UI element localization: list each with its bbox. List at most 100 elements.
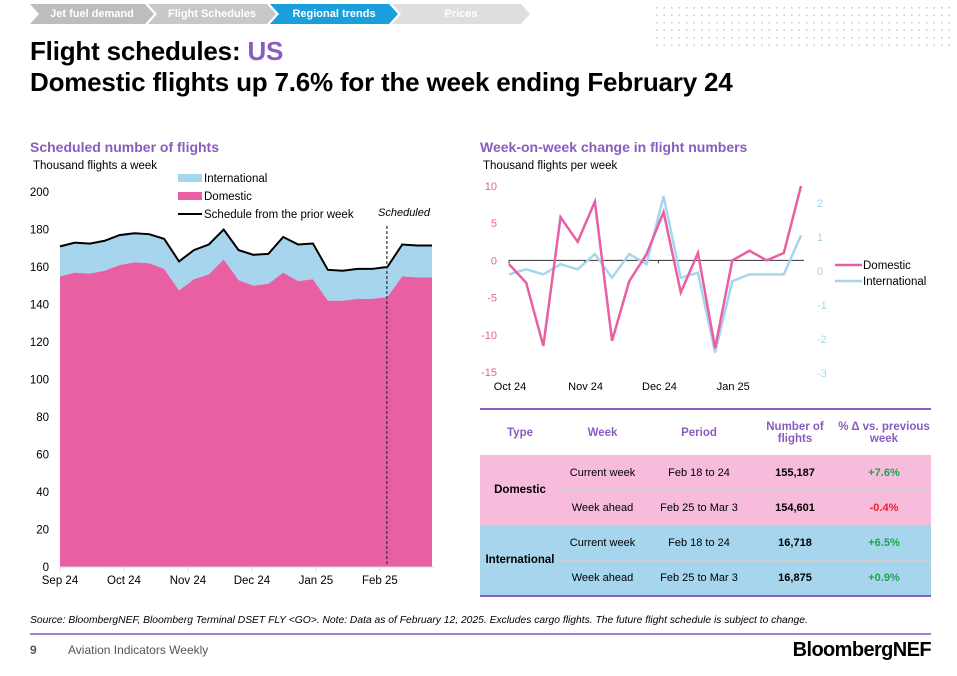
title-region: US <box>247 36 284 66</box>
scheduled-flights-chart: 0 20 40 60 80 100 120 140 160 180 200 Sep 24 Oct 24 N… <box>30 173 434 587</box>
x-tick-label: Nov 24 <box>568 381 603 393</box>
left-chart-title: Scheduled number of flights <box>30 139 220 155</box>
header-type: Type <box>507 426 533 439</box>
left-chart-unit: Thousand flights a week <box>33 160 158 172</box>
cell-change: +7.6% <box>868 466 900 479</box>
cell-flights: 154,601 <box>775 502 815 514</box>
right-y-tick-label: 1 <box>817 232 823 244</box>
y-tick-label: 60 <box>36 450 49 462</box>
table-header: Type Week Period Number of flights % Δ v… <box>480 410 931 455</box>
y-tick-label: 180 <box>30 225 49 237</box>
right-y-tick-label: 2 <box>817 198 823 210</box>
nav-tab-label: Prices <box>444 8 478 20</box>
right-y-tick-label: -3 <box>817 368 827 380</box>
decorative-dot-grid <box>653 4 953 48</box>
legend-label-international: International <box>204 173 267 185</box>
x-tick-label: Dec 24 <box>234 575 271 587</box>
nav-tab-regional-trends[interactable]: Regional trends <box>270 4 398 24</box>
header-week: Week <box>587 426 618 439</box>
cell-period: Feb 25 to Mar 3 <box>660 572 738 584</box>
title-prefix: Flight schedules: <box>30 36 248 66</box>
nav-tab-flight-schedules[interactable]: Flight Schedules <box>148 4 276 24</box>
page-number: 9 <box>30 643 37 657</box>
nav-tab-label: Flight Schedules <box>167 8 256 20</box>
y-tick-label: 160 <box>30 262 49 274</box>
group-type-label: Domestic <box>494 484 546 496</box>
right-chart-title: Week-on-week change in flight numbers <box>480 139 748 155</box>
y-tick-label: 200 <box>30 187 49 199</box>
right-y-tick-label: -1 <box>817 300 827 312</box>
x-tick-label: Sep 24 <box>42 575 79 587</box>
left-y-tick-label: 5 <box>491 218 497 230</box>
table-row: Week ahead Feb 25 to Mar 3 16,875 +0.9% <box>560 560 931 595</box>
table-row: Current week Feb 18 to 24 16,718 +6.5% <box>560 525 931 560</box>
y-tick-label: 120 <box>30 337 49 349</box>
page-title: Flight schedules: US Domestic flights up… <box>30 36 733 98</box>
page-subtitle: Domestic flights up 7.6% for the week en… <box>30 67 733 97</box>
right-y-tick-label: 0 <box>817 266 823 278</box>
cell-period: Feb 18 to 24 <box>668 536 730 549</box>
header-number-of-flights: Number of flights <box>766 420 824 445</box>
x-tick-label: Oct 24 <box>107 575 141 587</box>
y-tick-label: 40 <box>36 487 49 499</box>
x-tick-label: Dec 24 <box>642 381 677 393</box>
x-tick-label: Oct 24 <box>494 381 526 393</box>
cell-change: +0.9% <box>868 572 900 584</box>
table-row: Current week Feb 18 to 24 155,187 +7.6% <box>560 455 931 490</box>
legend-label-international: International <box>863 276 926 288</box>
domestic-line <box>508 185 803 349</box>
cell-change: -0.4% <box>869 502 899 514</box>
bloombergnef-logo: BloombergNEF <box>792 639 932 661</box>
domestic-area <box>60 259 432 567</box>
cell-period: Feb 25 to Mar 3 <box>660 502 738 514</box>
x-tick-label: Feb 25 <box>362 575 398 587</box>
cell-week: Current week <box>569 466 636 479</box>
x-tick-label: Jan 25 <box>717 381 750 393</box>
flights-summary-table: Type Week Period Number of flights % Δ v… <box>480 408 931 597</box>
y-tick-label: 80 <box>36 412 49 424</box>
international-area <box>60 229 432 301</box>
cell-flights: 155,187 <box>775 466 815 479</box>
nav-tab-jet-fuel-demand[interactable]: Jet fuel demand <box>30 4 154 24</box>
legend-swatch-domestic <box>178 192 202 200</box>
left-y-tick-label: 0 <box>491 255 497 267</box>
left-y-tick-label: -5 <box>487 293 497 305</box>
legend-label-domestic: Domestic <box>204 191 252 203</box>
nav-tab-prices[interactable]: Prices <box>392 4 530 24</box>
legend-label-domestic: Domestic <box>863 260 911 272</box>
header-percent-change: % Δ vs. previous week <box>838 420 930 445</box>
x-tick-label: Jan 25 <box>299 575 334 587</box>
header-period: Period <box>681 426 717 439</box>
cell-week: Week ahead <box>571 572 634 584</box>
cell-week: Current week <box>569 536 636 549</box>
nav-tab-label: Regional trends <box>292 8 376 20</box>
left-y-tick-label: -15 <box>481 367 497 379</box>
x-tick-label: Nov 24 <box>170 575 207 587</box>
table-group-international: International Current week Feb 18 to 24 … <box>480 525 931 595</box>
y-tick-label: 100 <box>30 375 49 387</box>
cell-period: Feb 18 to 24 <box>668 466 730 479</box>
legend-label-prior: Schedule from the prior week <box>204 209 354 221</box>
nav-tab-label: Jet fuel demand <box>50 8 134 20</box>
cell-flights: 16,718 <box>778 536 812 549</box>
publication-name: Aviation Indicators Weekly <box>68 643 209 657</box>
table-group-domestic: Domestic Current week Feb 18 to 24 155,1… <box>480 455 931 525</box>
group-type-label: International <box>485 554 555 566</box>
section-nav: Jet fuel demand Flight Schedules Regiona… <box>30 4 524 24</box>
legend-swatch-international <box>178 174 202 182</box>
prior-week-schedule-line <box>59 227 432 272</box>
table-row: Week ahead Feb 25 to Mar 3 154,601 -0.4% <box>560 490 931 525</box>
source-note: Source: BloombergNEF, Bloomberg Terminal… <box>30 615 808 626</box>
right-y-tick-label: -2 <box>817 334 827 346</box>
left-y-tick-label: -10 <box>481 330 497 342</box>
cell-week: Week ahead <box>571 502 634 514</box>
footer-divider <box>30 633 931 635</box>
y-tick-label: 140 <box>30 300 49 312</box>
y-tick-label: 0 <box>43 562 49 574</box>
cell-flights: 16,875 <box>778 572 812 584</box>
left-y-tick-label: 10 <box>485 181 497 193</box>
right-chart-unit: Thousand flights per week <box>483 160 618 172</box>
scheduled-label: Scheduled <box>378 207 431 219</box>
y-tick-label: 20 <box>36 525 49 537</box>
